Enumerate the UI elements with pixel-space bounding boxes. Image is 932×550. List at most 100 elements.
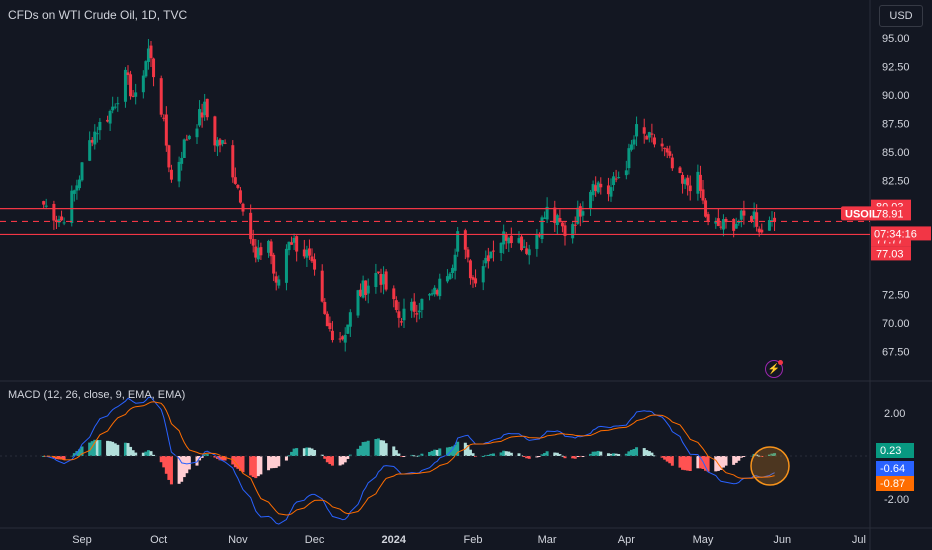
macd-tick-label: -2.00 [884,494,909,506]
time-tick-label: Apr [618,534,635,546]
histogram-bar [238,456,242,471]
candle-body [169,169,173,180]
candle [295,235,299,262]
candle [553,200,557,233]
histogram-bar [392,446,396,456]
histogram-bar [384,443,388,456]
histogram-bar [596,450,600,456]
histogram-bar [471,453,475,456]
candle [721,214,725,237]
candle-body [200,112,204,118]
candle [54,215,58,230]
candle [330,321,334,343]
candle [338,332,342,343]
price-label-77.03: 77.03 [871,246,911,261]
histogram-bar [346,456,350,459]
histogram-bar [307,447,311,456]
histogram-bar [734,456,738,463]
candle-body [522,246,526,248]
candle-body [732,219,736,231]
candle [305,245,309,267]
candle-body [468,260,472,279]
candle-body [44,205,48,207]
candle [116,96,120,112]
candle-body [428,294,432,296]
candle [509,227,513,248]
candle-body [663,147,667,149]
lightning-icon[interactable]: ⚡ [765,360,783,378]
time-tick-label: 2024 [382,534,407,546]
time-tick-label: Dec [305,534,325,546]
candle [394,296,398,313]
macd-value-box [876,443,914,458]
histogram-bar [233,456,237,468]
histogram-bar [149,451,153,456]
candle-body [218,139,222,146]
candle-body [134,92,138,97]
histogram-bar [218,456,222,461]
candle-body [484,257,488,264]
candle [70,185,74,227]
candle [555,213,559,235]
candle [95,126,99,143]
time-tick-label: Feb [464,534,483,546]
candle [366,278,370,304]
candle-body [195,128,199,138]
candle-body [578,206,582,217]
currency-button[interactable]: USD [879,5,923,27]
histogram-bar [599,451,603,456]
candle [704,198,708,218]
histogram-bar [320,454,324,456]
candle-body [323,301,327,314]
candle-body [141,75,145,93]
candle-body [290,242,294,245]
candle-body [205,98,209,118]
candle [609,178,613,202]
candle [384,269,388,292]
candle [453,248,457,280]
candle-body [453,254,457,271]
histogram-bar [417,455,421,457]
histogram-bar [683,456,687,471]
candle-body [131,95,135,97]
histogram-bar [93,439,97,456]
price-tick-label: 90.00 [882,90,910,102]
candle-body [384,271,388,290]
price-tick-label: 85.00 [882,147,910,159]
candle [540,215,544,244]
candle [106,115,110,123]
histogram-bar [663,456,667,460]
candle [162,114,166,122]
candle [238,186,242,204]
candle [90,137,94,147]
histogram-bar [606,453,610,456]
candle [698,165,702,198]
candle-body [77,179,81,189]
histogram-bar [325,456,329,463]
candle-body [499,242,503,253]
price-label-text: 77.03 [876,248,904,260]
histogram-bar [152,454,156,456]
candle [652,134,656,148]
histogram-bar [302,448,306,456]
candle [379,268,383,293]
chart-title: CFDs on WTI Crude Oil, 1D, TVC [8,8,188,22]
candle [108,109,112,132]
candle [420,298,424,319]
histogram-bar [274,456,278,468]
candle-body [635,124,639,137]
candle [185,134,189,141]
histogram-bar [328,456,332,465]
candle-body [737,221,741,224]
candle [681,172,685,194]
histogram-bar [629,449,633,456]
histogram-bar [167,456,171,480]
candle-body [757,228,761,233]
candle-body [491,250,495,252]
histogram-bar [686,456,690,471]
histogram-bar [522,456,526,457]
candle-body [489,251,493,258]
candle [415,304,419,323]
histogram-bar [537,456,541,457]
